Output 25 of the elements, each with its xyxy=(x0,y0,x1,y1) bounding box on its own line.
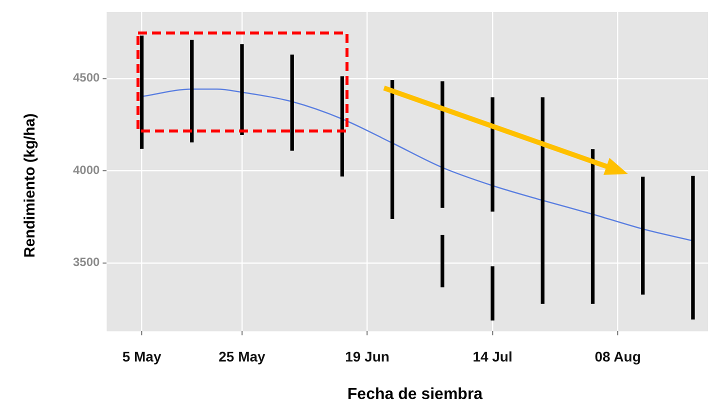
bar xyxy=(340,76,344,177)
bar xyxy=(540,97,544,304)
bar xyxy=(490,97,494,212)
x-tick-label: 08 Aug xyxy=(594,348,641,364)
bar xyxy=(140,36,144,149)
bar xyxy=(290,54,294,151)
bar xyxy=(190,40,194,142)
bar xyxy=(490,266,494,320)
x-tick-label: 25 May xyxy=(218,348,266,364)
bar xyxy=(641,176,645,295)
y-tick-label: 4000 xyxy=(72,162,100,177)
bar xyxy=(691,176,695,320)
line-series xyxy=(141,88,694,242)
bar xyxy=(440,234,444,288)
bar xyxy=(440,81,444,208)
y-tick-label: 3500 xyxy=(72,255,100,270)
bar xyxy=(240,44,244,136)
x-tick-label: 19 Jun xyxy=(345,348,390,364)
y-tick-label: 4500 xyxy=(72,70,100,85)
x-axis-title: Fecha de siembra xyxy=(346,386,484,404)
y-axis-title: Rendimiento (kg/ha) xyxy=(22,112,39,258)
bar xyxy=(390,80,394,219)
x-tick-label: 14 Jul xyxy=(472,348,512,364)
x-tick-label: 5 May xyxy=(122,348,162,364)
bar xyxy=(590,149,595,304)
